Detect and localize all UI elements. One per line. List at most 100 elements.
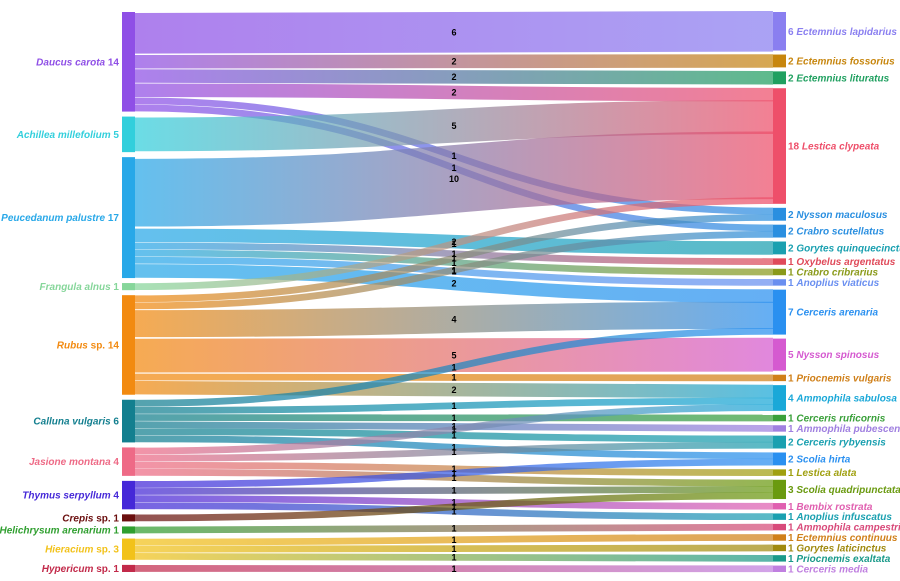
left-node-frangula-alnus: [122, 283, 135, 291]
right-node-label-cerceris-ruficornis: 1 Cerceris ruficornis: [788, 414, 886, 425]
right-node-label-cerceris-arenaria: 7 Cerceris arenaria: [788, 308, 879, 319]
link-hieracium-sp-to-gorytes-laticinctus: [134, 544, 774, 553]
right-node-nysson-maculosus: [773, 207, 786, 221]
link-thymus-serpyllum-to-bembix-rostrata: [134, 495, 774, 510]
right-node-cerceris-rybyensis: [773, 435, 786, 449]
link-value-label-rubus-sp-to-ammophila-sabulosa: 2: [451, 385, 456, 395]
link-value-label-daucus-carota-to-crabro-scutellatus: 1: [451, 163, 456, 173]
link-value-label-jasione-montana-to-lestica-alata: 1: [451, 464, 456, 474]
right-node-ectemnius-lapidarius: [773, 12, 786, 51]
link-value-label-peucedanum-palustre-to-oxybelus-argentatus: 1: [451, 249, 456, 259]
link-calluna-vulgaris-to-cerceris-rybyensis: [134, 428, 774, 443]
link-rubus-sp-to-nysson-spinosus: [134, 337, 774, 373]
link-daucus-carota-to-lestica-clypeata: [134, 83, 774, 102]
link-value-label-jasione-montana-to-scolia-quadripunctata: 1: [451, 473, 456, 483]
right-node-label-scolia-hirta: 2 Scolia hirta: [788, 454, 851, 465]
left-node-jasione-montana: [122, 447, 135, 476]
link-calluna-vulgaris-to-cerceris-arenaria: [134, 327, 774, 407]
right-node-cerceris-media: [773, 565, 786, 572]
right-node-crabro-scutellatus: [773, 224, 786, 238]
link-jasione-montana-to-scolia-quadripunctata: [134, 468, 774, 487]
link-value-label-daucus-carota-to-ectemnius-lituratus: 2: [451, 72, 456, 82]
right-node-label-ammophila-sabulosa: 4 Ammophila sabulosa: [788, 393, 897, 404]
link-helichrysum-arenarium-to-ammophila-campestris: [134, 523, 774, 534]
link-value-label-calluna-vulgaris-to-cerceris-arenaria: 1: [451, 363, 456, 373]
link-calluna-vulgaris-to-cerceris-ruficornis: [134, 414, 774, 422]
right-node-ectemnius-lituratus: [773, 71, 786, 85]
link-value-label-helichrysum-arenarium-to-ammophila-campestris: 1: [451, 524, 456, 534]
link-value-label-hieracium-sp-to-gorytes-laticinctus: 1: [451, 544, 456, 554]
link-value-label-thymus-serpyllum-to-scolia-hirta: 1: [451, 468, 456, 478]
right-node-label-scolia-quadripunctata: 3 Scolia quadripunctata: [788, 485, 900, 496]
right-node-label-cerceris-media: 1 Cerceris media: [788, 564, 868, 575]
link-jasione-montana-to-ammophila-sabulosa: [134, 404, 774, 455]
link-value-label-crepis-sp-to-scolia-quadripunctata: 1: [451, 502, 456, 512]
right-node-label-crabro-scutellatus: 2 Crabro scutellatus: [788, 227, 885, 238]
link-value-label-rubus-sp-to-nysson-spinosus: 5: [451, 350, 456, 360]
link-value-label-calluna-vulgaris-to-cerceris-ruficornis: 1: [451, 413, 456, 423]
right-node-label-anoplius-viaticus: 1 Anoplius viaticus: [788, 278, 880, 289]
right-node-priocnemis-exaltata: [773, 555, 786, 562]
link-value-label-peucedanum-palustre-to-crabro-cribrarius: 1: [451, 258, 456, 268]
link-calluna-vulgaris-to-scolia-hirta: [134, 435, 774, 460]
right-node-lestica-alata: [773, 469, 786, 476]
right-node-label-nysson-maculosus: 2 Nysson maculosus: [788, 210, 888, 221]
links-layer: [134, 10, 774, 573]
right-node-label-nysson-spinosus: 5 Nysson spinosus: [788, 350, 880, 361]
right-node-label-crabro-cribrarius: 1 Crabro cribrarius: [788, 268, 878, 279]
link-labels-layer: 6222115102111211145121111111111111111111…: [449, 28, 459, 574]
left-node-label-peucedanum-palustre: Peucedanum palustre 17: [1, 213, 119, 224]
right-node-label-ectemnius-fossorius: 2 Ectemnius fossorius: [788, 56, 895, 67]
left-node-label-achillea-millefolium: Achillea millefolium 5: [16, 130, 120, 141]
link-value-label-jasione-montana-to-ammophila-sabulosa: 1: [451, 424, 456, 434]
right-node-cerceris-arenaria: [773, 289, 786, 335]
link-value-label-peucedanum-palustre-to-lestica-clypeata: 10: [449, 174, 459, 184]
right-node-crabro-cribrarius: [773, 268, 786, 276]
link-calluna-vulgaris-to-ammophila-sabulosa: [134, 397, 774, 414]
link-rubus-sp-to-nysson-maculosus: [134, 214, 774, 303]
link-value-label-achillea-millefolium-to-lestica-clypeata: 5: [451, 121, 456, 131]
left-node-thymus-serpyllum: [122, 480, 135, 510]
link-crepis-sp-to-scolia-quadripunctata: [134, 492, 774, 522]
right-node-ammophila-campestris: [773, 523, 786, 531]
right-node-anoplius-infuscatus: [773, 513, 786, 520]
link-value-label-rubus-sp-to-priocnemis-vulgaris: 1: [451, 373, 456, 383]
link-jasione-montana-to-cerceris-rybyensis: [134, 441, 774, 462]
right-node-scolia-quadripunctata: [773, 479, 786, 500]
left-node-crepis-sp: [122, 514, 135, 522]
left-node-label-hypericum-sp: Hypericum sp. 1: [42, 564, 120, 575]
link-value-label-rubus-sp-to-crabro-scutellatus: 1: [451, 265, 456, 275]
link-value-label-peucedanum-palustre-to-gorytes-quinquecinctus: 2: [451, 237, 456, 247]
link-value-label-jasione-montana-to-cerceris-rybyensis: 1: [451, 447, 456, 457]
left-node-hieracium-sp: [122, 538, 135, 560]
link-value-label-rubus-sp-to-nysson-maculosus: 1: [451, 253, 456, 263]
nodes-layer: [122, 12, 786, 572]
link-value-label-daucus-carota-to-ectemnius-lapidarius: 6: [451, 28, 456, 38]
link-value-label-thymus-serpyllum-to-scolia-quadripunctata: 1: [451, 486, 456, 496]
link-value-label-thymus-serpyllum-to-anoplius-infuscatus: 1: [451, 506, 456, 516]
link-value-label-calluna-vulgaris-to-scolia-hirta: 1: [451, 442, 456, 452]
left-node-label-daucus-carota: Daucus carota 14: [36, 57, 119, 68]
right-node-label-priocnemis-vulgaris: 1 Priocnemis vulgaris: [788, 373, 892, 384]
right-node-ammophila-sabulosa: [773, 385, 786, 411]
link-peucedanum-palustre-to-oxybelus-argentatus: [134, 242, 774, 265]
left-node-label-jasione-montana: Jasione montana 4: [29, 457, 119, 468]
right-node-cerceris-ruficornis: [773, 414, 786, 422]
link-value-label-frangula-alnus-to-lestica-clypeata: 1: [451, 239, 456, 249]
right-node-gorytes-laticinctus: [773, 544, 786, 552]
right-node-bembix-rostrata: [773, 503, 786, 510]
link-thymus-serpyllum-to-scolia-hirta: [134, 458, 774, 488]
right-node-label-gorytes-quinquecinctus: 2 Gorytes quinquecinctus: [788, 243, 900, 254]
left-node-label-helichrysum-arenarium: Helichrysum arenarium 1: [0, 525, 119, 536]
right-node-label-gorytes-laticinctus: 1 Gorytes laticinctus: [788, 543, 887, 554]
link-value-label-calluna-vulgaris-to-cerceris-rybyensis: 1: [451, 431, 456, 441]
link-jasione-montana-to-lestica-alata: [134, 461, 774, 476]
link-daucus-carota-to-ectemnius-lapidarius: [134, 10, 774, 54]
link-rubus-sp-to-cerceris-arenaria: [134, 301, 774, 338]
right-node-priocnemis-vulgaris: [773, 374, 786, 382]
right-node-ectemnius-fossorius: [773, 54, 786, 68]
link-peucedanum-palustre-to-cerceris-arenaria: [134, 264, 774, 303]
right-node-label-ectemnius-lapidarius: 6 Ectemnius lapidarius: [788, 27, 897, 38]
link-value-label-daucus-carota-to-ectemnius-fossorius: 2: [451, 57, 456, 67]
